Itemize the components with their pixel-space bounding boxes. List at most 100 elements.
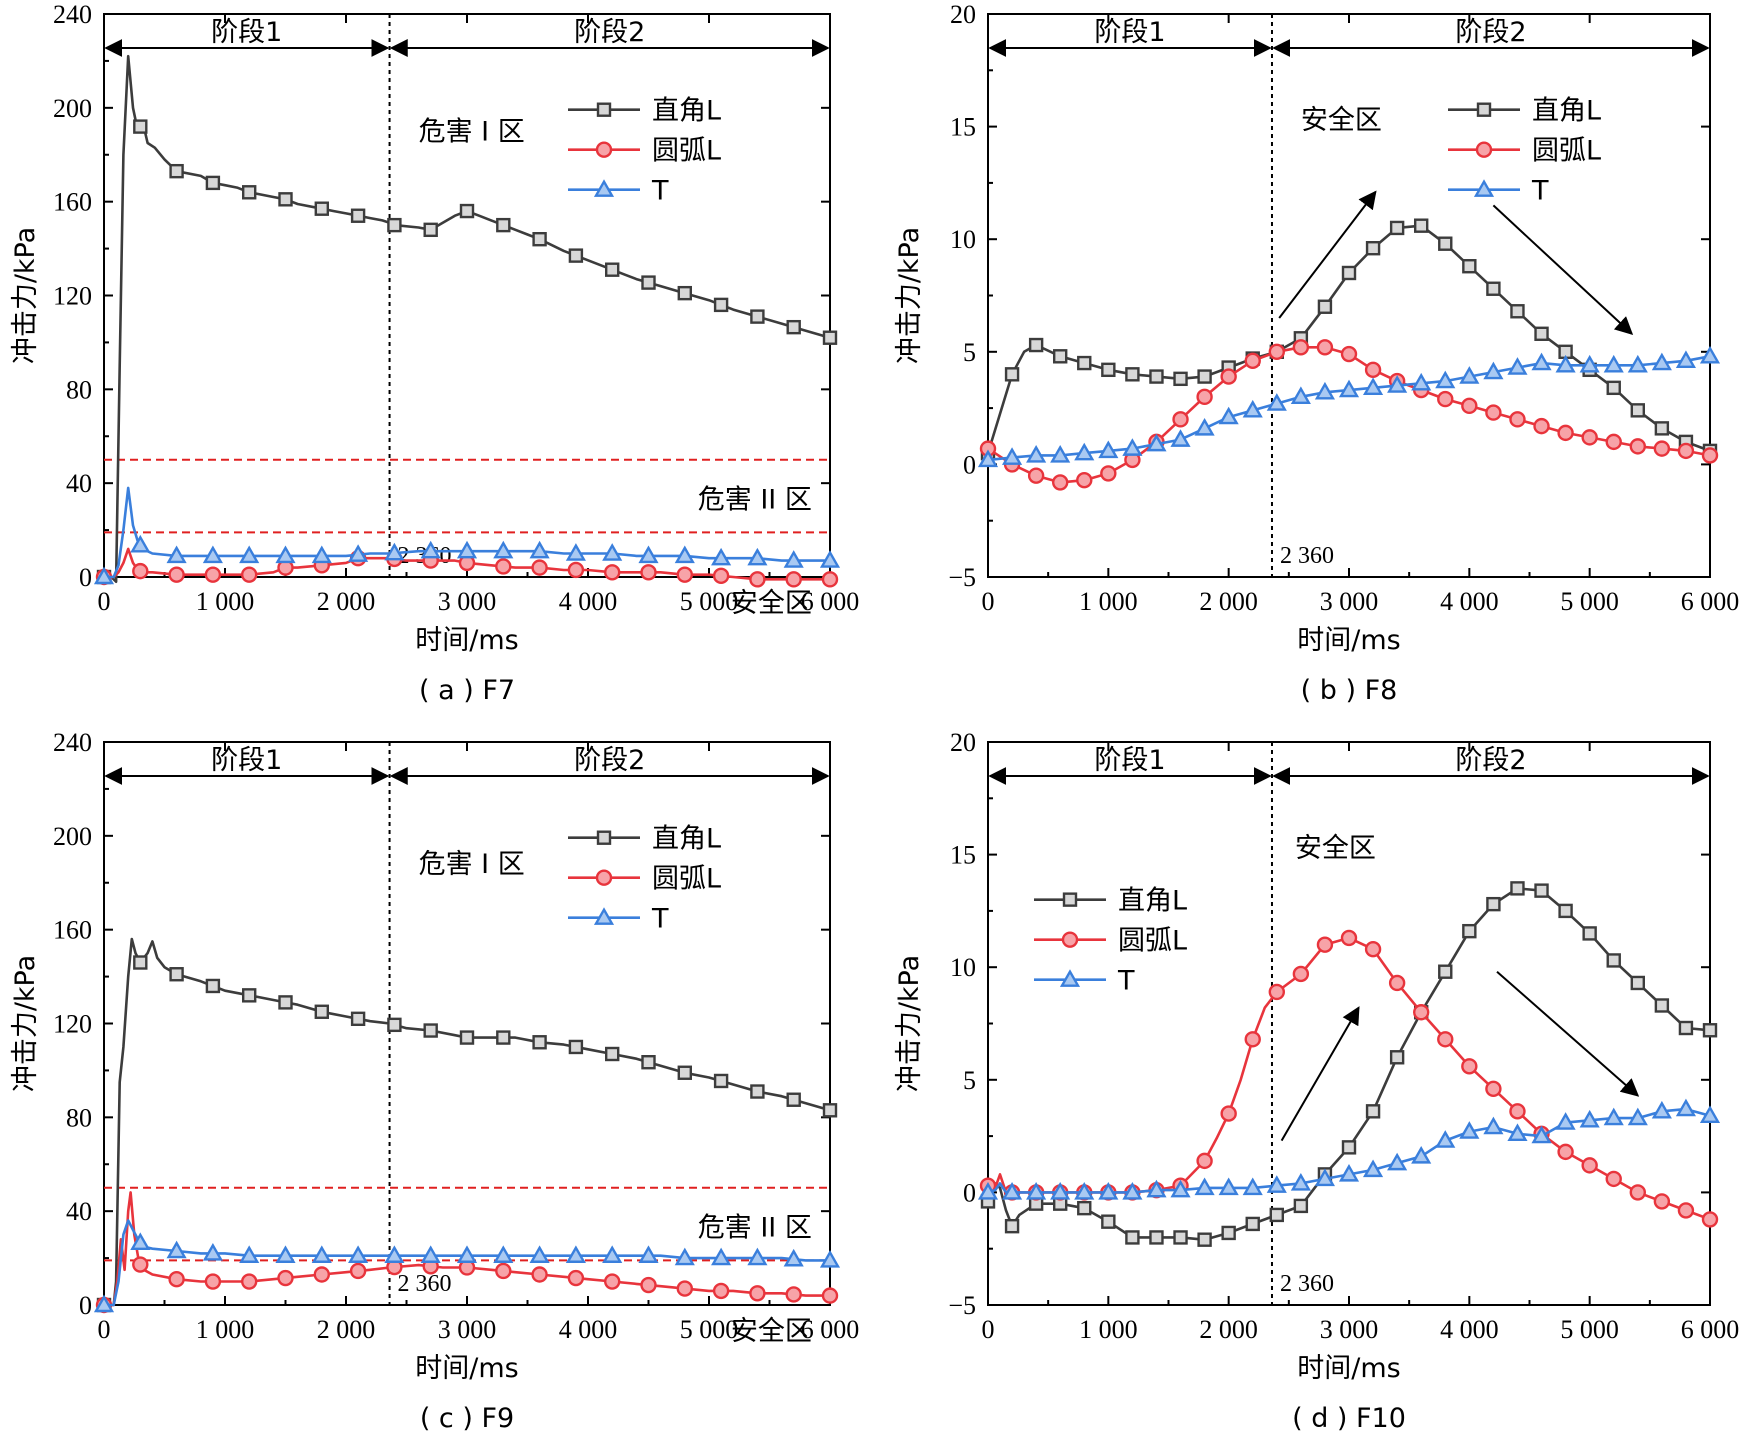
data-point <box>1388 974 1406 992</box>
data-point <box>1314 381 1336 400</box>
data-point <box>1290 386 1311 405</box>
data-point <box>311 1245 332 1263</box>
data-point <box>712 1282 730 1300</box>
legend: 直角L 圆弧L T <box>568 96 721 207</box>
data-point <box>278 995 293 1010</box>
data-point <box>132 1256 149 1273</box>
data-point <box>676 1280 693 1297</box>
data-point <box>1001 447 1023 465</box>
x-tick-label: 1 000 <box>1079 1315 1138 1344</box>
y-tick-label: 160 <box>53 188 92 217</box>
data-point <box>1146 433 1167 452</box>
data-point <box>314 1004 329 1019</box>
data-point <box>1486 281 1501 296</box>
data-point <box>1077 1200 1092 1216</box>
data-point <box>568 1039 584 1055</box>
data-point <box>1627 1107 1648 1126</box>
data-point <box>1603 354 1624 373</box>
stage-boundary-label: 2 360 <box>398 1271 452 1297</box>
zone-label: 危害 I 区 <box>419 849 525 880</box>
data-point <box>204 566 222 583</box>
data-point <box>1702 1023 1718 1038</box>
legend-label: 直角L <box>1118 886 1187 917</box>
legend-label: 圆弧L <box>1118 926 1187 957</box>
data-point <box>1483 361 1504 380</box>
series-circle <box>979 339 1719 491</box>
x-tick-label: 5 000 <box>680 1315 739 1344</box>
legend-label: T <box>651 176 669 207</box>
data-point <box>350 208 366 223</box>
x-tick-label: 6 000 <box>801 1315 860 1344</box>
data-point <box>1701 1211 1719 1228</box>
data-point <box>1196 1152 1213 1170</box>
data-point <box>1699 345 1721 364</box>
y-tick-label: 40 <box>66 1197 92 1226</box>
data-point <box>1435 1130 1456 1148</box>
data-point <box>711 1247 732 1266</box>
data-point <box>1050 444 1071 463</box>
data-point <box>1603 1107 1624 1126</box>
legend-label: T <box>1531 176 1549 207</box>
data-point <box>1076 471 1093 489</box>
data-point <box>1269 1207 1285 1223</box>
data-point <box>1437 1031 1454 1048</box>
data-point <box>166 545 187 564</box>
data-point <box>531 559 548 576</box>
data-point <box>1438 236 1453 251</box>
legend-marker <box>595 869 613 886</box>
data-point <box>638 1245 659 1263</box>
data-point <box>747 547 768 566</box>
data-point <box>532 231 547 247</box>
data-point <box>568 248 584 263</box>
data-point <box>1268 983 1286 1001</box>
data-point <box>819 550 841 568</box>
data-point <box>1462 923 1477 939</box>
legend-marker <box>595 141 613 158</box>
y-tick-label: 200 <box>53 822 92 851</box>
data-point <box>1218 1177 1239 1196</box>
data-point <box>1605 433 1622 451</box>
y-tick-label: 15 <box>950 841 976 870</box>
data-point <box>1411 1145 1432 1164</box>
legend-marker <box>1062 892 1078 907</box>
series-line <box>987 355 1711 462</box>
data-point <box>496 1030 511 1045</box>
x-tick-label: 1 000 <box>196 1315 255 1344</box>
data-point <box>133 119 148 134</box>
data-point <box>278 192 293 207</box>
data-point <box>1435 370 1456 389</box>
data-point <box>459 203 475 219</box>
data-point <box>1483 1116 1504 1135</box>
data-point <box>1218 406 1239 425</box>
data-point <box>1172 411 1189 428</box>
data-point <box>1677 1202 1695 1219</box>
x-tick-label: 3 000 <box>1320 1315 1379 1344</box>
data-point <box>1579 354 1600 373</box>
data-point <box>241 988 257 1003</box>
legend-marker <box>1473 179 1495 197</box>
data-point <box>1654 421 1670 436</box>
series-square <box>980 218 1718 461</box>
data-point <box>1677 442 1695 460</box>
stage-boundary-label: 2 360 <box>1280 1271 1334 1297</box>
data-point <box>239 1245 260 1263</box>
data-point <box>205 175 221 191</box>
data-point <box>565 543 586 561</box>
data-point <box>1173 371 1188 387</box>
data-point <box>1221 1225 1236 1241</box>
data-point <box>1125 367 1140 382</box>
data-point <box>1100 465 1117 482</box>
x-tick-label: 2 000 <box>317 587 376 616</box>
legend-label: 直角L <box>652 96 721 127</box>
data-point <box>674 1247 695 1266</box>
panel-caption: ( d ) F10 <box>1292 1403 1406 1434</box>
data-point <box>532 1035 547 1050</box>
legend: 直角L 圆弧L T <box>1034 886 1187 997</box>
data-point <box>819 1250 841 1268</box>
x-tick-label: 0 <box>98 587 111 616</box>
x-tick-label: 6 000 <box>1681 587 1740 616</box>
data-point <box>711 547 732 566</box>
x-axis-label: 时间/ms <box>1297 1353 1400 1384</box>
x-tick-label: 1 000 <box>196 587 255 616</box>
data-point <box>1340 929 1358 947</box>
